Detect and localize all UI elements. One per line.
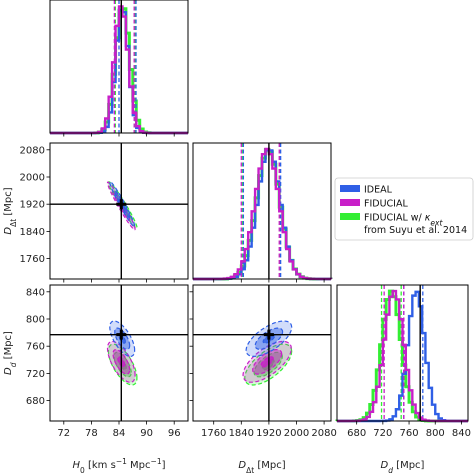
histogram-fiducial — [193, 147, 331, 281]
y-tick-label: 840 — [26, 287, 45, 298]
joint-panel-Dd_vs_H0: 72 78 84 90 96 680 720 760 800 840 — [26, 284, 189, 439]
y-tick-label: 1920 — [20, 200, 45, 211]
x-tick-label: 78 — [85, 428, 98, 439]
legend-label-fiducial: FIDUCIAL — [364, 199, 408, 210]
joint-panel-Dd_vs_Ddt: 1760 1840 1920 2000 2080 — [189, 284, 337, 439]
legend-swatch-fiducial — [340, 199, 360, 206]
x-tick-label: 1760 — [201, 428, 226, 439]
x-axis-label-Dd: Dd [Mpc] — [381, 460, 425, 473]
x-tick-label: 800 — [426, 428, 445, 439]
marginal-Ddt — [192, 142, 332, 283]
legend-swatch-kext — [340, 213, 360, 220]
y-tick-label: 1760 — [20, 254, 45, 265]
joint-panel-Ddt_vs_H0: 1760 1840 1920 2000 2080 — [20, 142, 189, 283]
x-axis-label-Ddt: DΔt [Mpc] — [238, 460, 285, 473]
histogram-kext — [337, 289, 468, 423]
legend-box — [334, 177, 474, 241]
marginal-H0 — [49, 0, 189, 137]
x-tick-label: 1920 — [256, 428, 281, 439]
x-tick-label: 2000 — [284, 428, 309, 439]
panel-frame — [336, 284, 469, 422]
y-tick-label: 1840 — [20, 227, 45, 238]
x-tick-label: 84 — [113, 428, 126, 439]
x-tick-label: 760 — [400, 428, 419, 439]
y-tick-label: 2080 — [20, 145, 45, 156]
panel-frame — [49, 142, 189, 280]
x-tick-label: 90 — [140, 428, 153, 439]
legend-label-kext-line2: from Suyu et al. 2014 — [364, 225, 467, 236]
legend-label-ideal: IDEAL — [364, 185, 393, 196]
y-tick-label: 680 — [26, 396, 45, 407]
x-axis-label-H0: H0 [km s−1 Mpc−1] — [72, 457, 165, 473]
x-tick-label: 1840 — [229, 428, 254, 439]
x-tick-label: 720 — [373, 428, 392, 439]
legend-label-kext: FIDUCIAL w/ κext — [364, 213, 443, 228]
axis-labels: H0 [km s−1 Mpc−1] DΔt [Mpc] Dd [Mpc] DΔt [M… — [3, 187, 425, 473]
y-tick-label: 800 — [26, 315, 45, 326]
truth-marker — [116, 329, 127, 340]
legend-swatch-ideal — [340, 185, 360, 192]
panel-frame — [192, 142, 332, 280]
contour-fiducial — [260, 356, 274, 368]
x-tick-label: 680 — [347, 428, 366, 439]
truth-marker — [116, 199, 127, 210]
truth-marker — [263, 329, 274, 340]
y-tick-label: 760 — [26, 342, 45, 353]
x-tick-label: 96 — [168, 428, 181, 439]
y-tick-label: 720 — [26, 369, 45, 380]
y-axis-label-Dd: Dd [Mpc] — [3, 331, 18, 375]
y-axis-label-Ddt: DΔt [Mpc] — [3, 187, 18, 234]
x-tick-label: 2080 — [311, 428, 336, 439]
marginal-Dd: 680 720 760 800 840 — [336, 284, 471, 439]
x-tick-label: 72 — [57, 428, 70, 439]
x-tick-label: 840 — [452, 428, 471, 439]
panel-frame — [192, 284, 332, 422]
y-tick-label: 2000 — [20, 173, 45, 184]
